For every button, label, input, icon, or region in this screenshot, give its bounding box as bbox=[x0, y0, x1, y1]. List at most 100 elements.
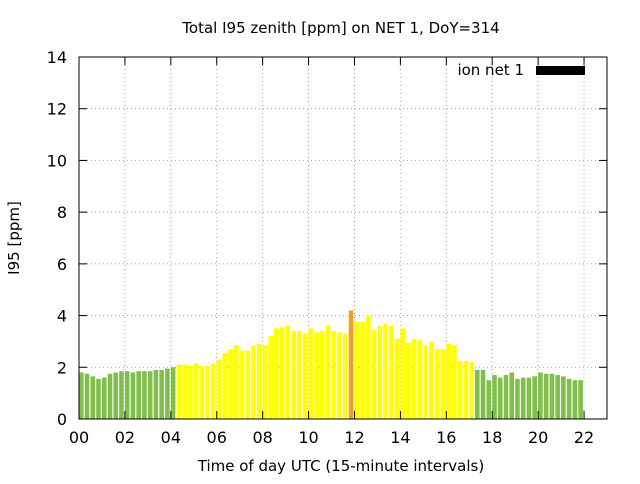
bar bbox=[520, 377, 526, 419]
x-tick-label: 14 bbox=[390, 428, 410, 447]
bar bbox=[222, 353, 228, 419]
bar bbox=[457, 360, 463, 419]
y-tick-label: 8 bbox=[57, 203, 67, 222]
bar bbox=[377, 325, 383, 419]
bar bbox=[262, 345, 268, 419]
bar bbox=[423, 345, 428, 419]
bar bbox=[578, 380, 583, 419]
bar bbox=[279, 327, 285, 419]
bar bbox=[561, 376, 566, 419]
bar bbox=[107, 373, 113, 419]
x-axis: 00 02 04 06 08 10 12 14 16 18 20 22 bbox=[69, 57, 594, 447]
bar bbox=[371, 329, 377, 419]
y-tick-label: 12 bbox=[47, 100, 67, 119]
x-tick-label: 08 bbox=[252, 428, 272, 447]
bar bbox=[394, 338, 400, 419]
bar bbox=[429, 341, 434, 419]
y-tick-label: 6 bbox=[57, 255, 67, 274]
y-tick-label: 10 bbox=[47, 151, 67, 170]
bar bbox=[205, 365, 210, 419]
bar bbox=[193, 363, 199, 419]
x-tick-label: 06 bbox=[207, 428, 227, 447]
bar bbox=[400, 328, 405, 419]
bar bbox=[124, 371, 130, 419]
bar bbox=[256, 344, 262, 419]
y-tick-label: 14 bbox=[47, 48, 67, 67]
bar bbox=[211, 363, 216, 419]
bar bbox=[463, 360, 469, 419]
bar bbox=[199, 365, 205, 419]
bar bbox=[153, 369, 159, 419]
bar bbox=[526, 377, 532, 419]
y-axis: 0 2 4 6 8 10 12 14 bbox=[47, 48, 607, 429]
x-tick-label: 00 bbox=[69, 428, 89, 447]
bar bbox=[325, 325, 331, 419]
bar bbox=[314, 332, 319, 419]
bar bbox=[348, 310, 354, 419]
bar bbox=[170, 367, 176, 419]
bar bbox=[497, 377, 503, 419]
y-tick-label: 4 bbox=[57, 307, 67, 326]
bar bbox=[251, 345, 256, 419]
legend-swatch bbox=[536, 66, 585, 75]
bars bbox=[79, 310, 583, 419]
x-tick-label: 20 bbox=[528, 428, 548, 447]
legend-label: ion net 1 bbox=[457, 61, 524, 79]
bar bbox=[360, 322, 365, 419]
bar bbox=[452, 345, 457, 419]
bar bbox=[113, 372, 119, 419]
bar bbox=[165, 368, 170, 419]
bar bbox=[572, 380, 578, 419]
bar bbox=[297, 331, 302, 419]
bar bbox=[406, 342, 411, 419]
bar bbox=[182, 364, 187, 419]
bar bbox=[320, 331, 325, 419]
bar bbox=[343, 333, 348, 419]
legend: ion net 1 bbox=[457, 61, 585, 79]
bar bbox=[509, 372, 515, 419]
bar bbox=[486, 380, 492, 419]
bar bbox=[515, 378, 520, 419]
bar bbox=[79, 372, 84, 419]
bar bbox=[440, 349, 446, 419]
bar bbox=[383, 323, 388, 419]
bar bbox=[302, 333, 308, 419]
bar bbox=[308, 328, 314, 419]
bar bbox=[274, 328, 279, 419]
bar bbox=[411, 338, 417, 419]
bar bbox=[492, 375, 497, 419]
x-tick-label: 16 bbox=[436, 428, 456, 447]
bar bbox=[331, 331, 337, 419]
bar bbox=[285, 325, 291, 419]
bar bbox=[354, 322, 360, 419]
bar bbox=[96, 378, 101, 419]
bar bbox=[417, 340, 423, 419]
bar bbox=[239, 350, 245, 419]
bar bbox=[475, 369, 480, 419]
bar bbox=[147, 371, 153, 419]
x-tick-label: 04 bbox=[161, 428, 181, 447]
bar bbox=[555, 375, 560, 419]
x-axis-label: Time of day UTC (15-minute intervals) bbox=[197, 457, 484, 475]
y-tick-label: 2 bbox=[57, 358, 67, 377]
y-axis-label: I95 [ppm] bbox=[5, 201, 23, 275]
x-tick-label: 12 bbox=[344, 428, 364, 447]
bar bbox=[446, 344, 451, 419]
bar bbox=[119, 371, 124, 419]
bar bbox=[480, 369, 486, 419]
bar bbox=[84, 373, 90, 419]
x-tick-label: 22 bbox=[574, 428, 594, 447]
bar bbox=[216, 359, 222, 419]
bar bbox=[136, 371, 141, 419]
chart-title: Total I95 zenith [ppm] on NET 1, DoY=314 bbox=[181, 19, 499, 37]
x-tick-label: 18 bbox=[482, 428, 502, 447]
bar bbox=[434, 349, 440, 419]
bar bbox=[337, 332, 342, 419]
bar bbox=[469, 362, 474, 419]
grid-lines bbox=[79, 57, 607, 419]
y-tick-label: 0 bbox=[57, 410, 67, 429]
bar bbox=[245, 350, 251, 419]
bar bbox=[291, 331, 296, 419]
bar bbox=[538, 372, 543, 419]
